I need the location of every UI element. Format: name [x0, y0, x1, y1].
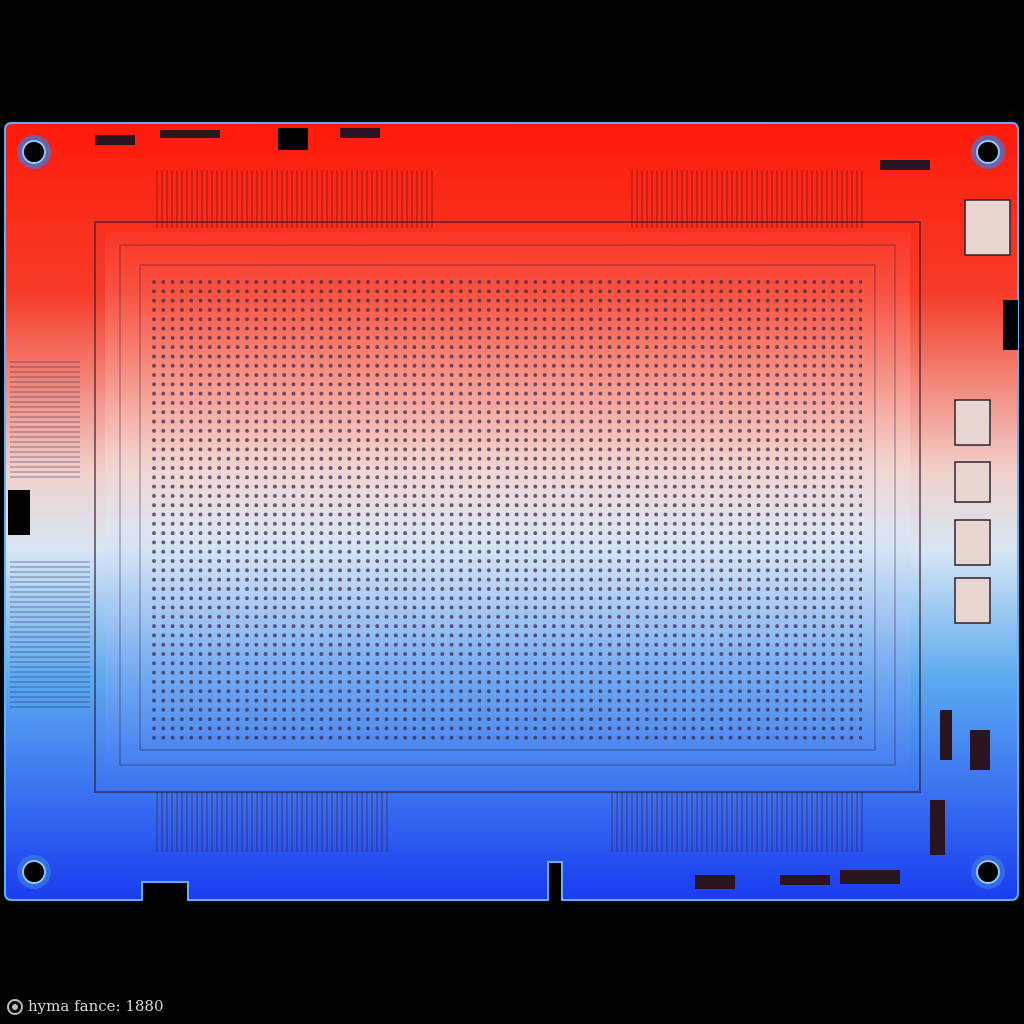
connector [630, 170, 865, 228]
components [954, 199, 1011, 624]
smd-parts [95, 128, 990, 889]
connector [155, 170, 435, 228]
connector [610, 792, 865, 852]
mount-holes [17, 135, 1005, 889]
component [1003, 300, 1018, 350]
logo [7, 999, 23, 1015]
traces [10, 360, 80, 480]
frame [94, 221, 921, 793]
component [278, 128, 308, 150]
caption: hyma fance: 1880 [28, 997, 164, 1015]
traces [10, 560, 90, 710]
connector [155, 792, 390, 852]
pad-grid [150, 278, 862, 740]
component [8, 490, 30, 535]
